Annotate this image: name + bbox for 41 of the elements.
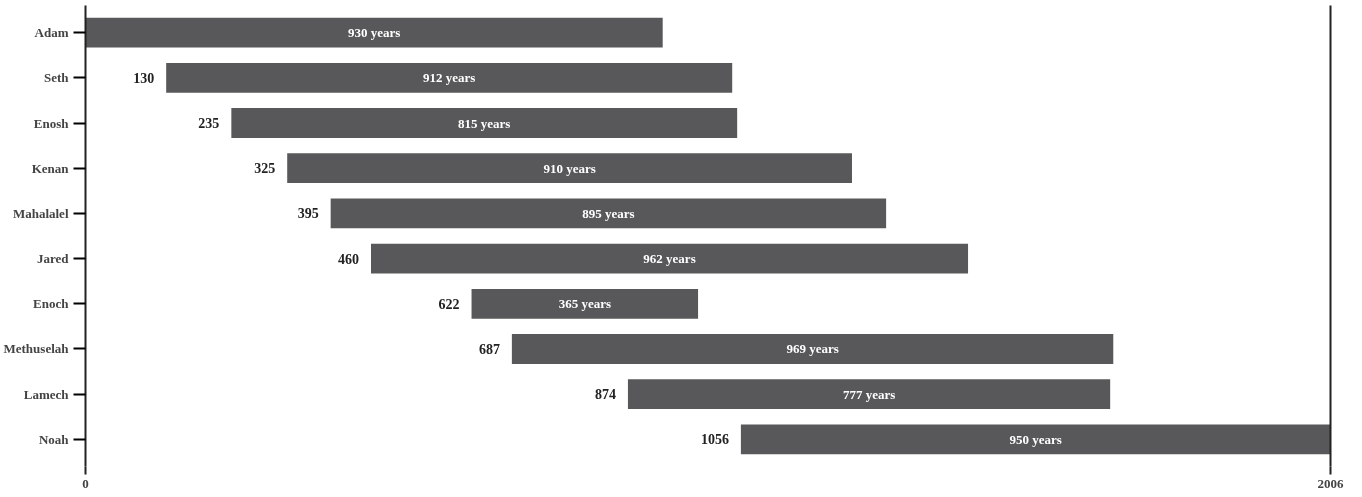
annotation: 130 xyxy=(133,70,155,86)
data-label: 895 years xyxy=(582,205,635,221)
data-label: 910 years xyxy=(543,160,596,176)
y-tick-label: Enosh xyxy=(33,115,70,131)
data-label: 930 years xyxy=(347,25,401,41)
annotation: 235 xyxy=(198,116,220,132)
y-tick-label: Lamech xyxy=(23,386,70,402)
x-tick-label: 2006 xyxy=(1317,475,1344,491)
annotation: 687 xyxy=(478,341,500,357)
annotation: 395 xyxy=(297,206,319,222)
annotation: 622 xyxy=(438,296,460,312)
data-label: 912 years xyxy=(423,70,476,86)
y-tick-label: Seth xyxy=(43,70,70,86)
bar xyxy=(627,379,1111,410)
y-tick-label: Jared xyxy=(36,251,70,267)
bar xyxy=(85,17,663,48)
annotation: 460 xyxy=(337,251,359,267)
data-label: 969 years xyxy=(786,341,839,357)
bar xyxy=(511,334,1114,364)
annotation: 874 xyxy=(594,387,616,403)
bar xyxy=(287,153,852,184)
y-tick-label: Adam xyxy=(34,25,69,41)
annotation: 1056 xyxy=(700,432,729,448)
bar xyxy=(740,424,1331,455)
data-label: 365 years xyxy=(558,296,611,312)
y-tick-label: Kenan xyxy=(31,160,70,176)
y-tick-label: Enoch xyxy=(33,296,70,312)
y-tick-label: Mahalalel xyxy=(12,205,69,221)
bar xyxy=(370,243,969,274)
data-label: 815 years xyxy=(458,115,511,131)
data-label: 777 years xyxy=(842,386,896,402)
y-tick-label: Noah xyxy=(38,431,70,447)
annotation: 325 xyxy=(254,161,276,177)
bar xyxy=(471,288,699,319)
data-label: 950 years xyxy=(1009,431,1062,447)
data-label: 962 years xyxy=(643,251,696,267)
x-tick-label: 0 xyxy=(82,475,89,491)
y-tick-label: Methuselah xyxy=(3,341,70,357)
bar xyxy=(231,108,738,138)
bar xyxy=(166,62,733,93)
bar xyxy=(330,198,887,229)
